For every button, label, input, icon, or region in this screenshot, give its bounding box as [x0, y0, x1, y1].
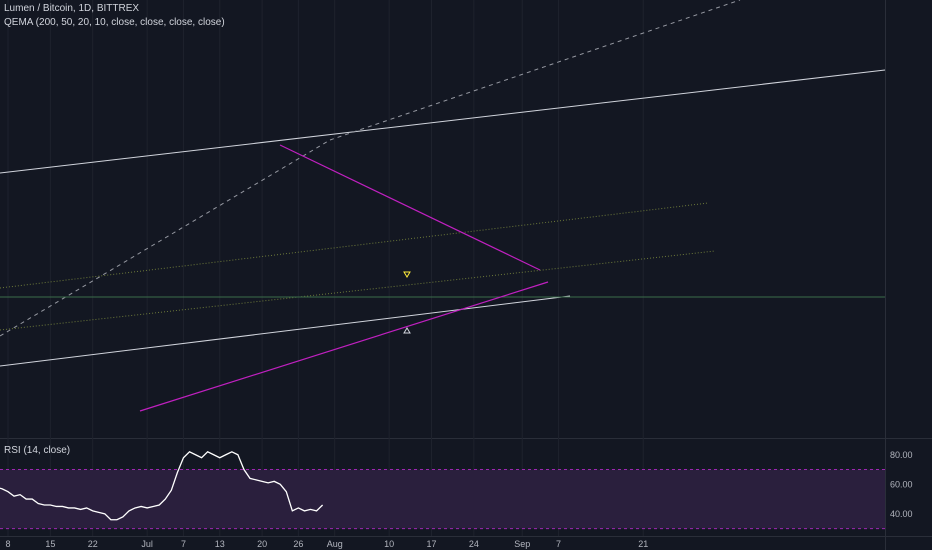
time-tick-label: 26 [293, 539, 303, 549]
candles [403, 271, 411, 334]
fib-line-2 [329, 0, 741, 141]
rsi-band [0, 469, 885, 530]
lower-channel-line [0, 295, 571, 367]
rsi-line [0, 451, 324, 521]
time-tick-label: 13 [215, 539, 225, 549]
rsi-line [0, 451, 324, 521]
rsi-tick-label: 60.00 [890, 479, 913, 489]
time-tick-label: Sep [514, 539, 530, 549]
time-tick-label: 24 [469, 539, 479, 549]
rsi-tick-label: 40.00 [890, 509, 913, 519]
time-tick-label: 22 [88, 539, 98, 549]
rsi-band-fill [0, 469, 885, 529]
fan-line-1 [0, 202, 709, 289]
time-tick-label: 20 [257, 539, 267, 549]
time-tick-label: Jul [141, 539, 153, 549]
qema-legend[interactable]: QEMA (200, 50, 20, 10, close, close, clo… [4, 17, 225, 28]
trendlines [0, 0, 886, 412]
time-tick-label: 21 [638, 539, 648, 549]
time-tick-label: 7 [181, 539, 186, 549]
axes: 8 15 22 Jul 7 13 20 26 Aug 10 17 24 Sep 7 21 40.00 60.00… [5, 450, 913, 549]
time-tick-label: 7 [556, 539, 561, 549]
fib-line-1 [0, 139, 331, 337]
sell-signal-marker [403, 271, 411, 278]
time-tick-label: 15 [45, 539, 55, 549]
time-tick-label: 17 [426, 539, 436, 549]
rsi-legend[interactable]: RSI (14, close) [4, 445, 71, 456]
upper-channel-line [0, 69, 886, 174]
wedge-upper [279, 144, 541, 271]
symbol-legend[interactable]: Lumen / Bitcoin, 1D, BITTREX [4, 3, 140, 14]
rsi-tick-label: 80.00 [890, 450, 913, 460]
time-tick-label: Aug [327, 539, 343, 549]
time-tick-label: 8 [5, 539, 10, 549]
buy-signal-marker [403, 327, 411, 334]
fan-line-2 [0, 250, 716, 331]
wedge-lower [139, 281, 549, 412]
time-tick-label: 10 [384, 539, 394, 549]
